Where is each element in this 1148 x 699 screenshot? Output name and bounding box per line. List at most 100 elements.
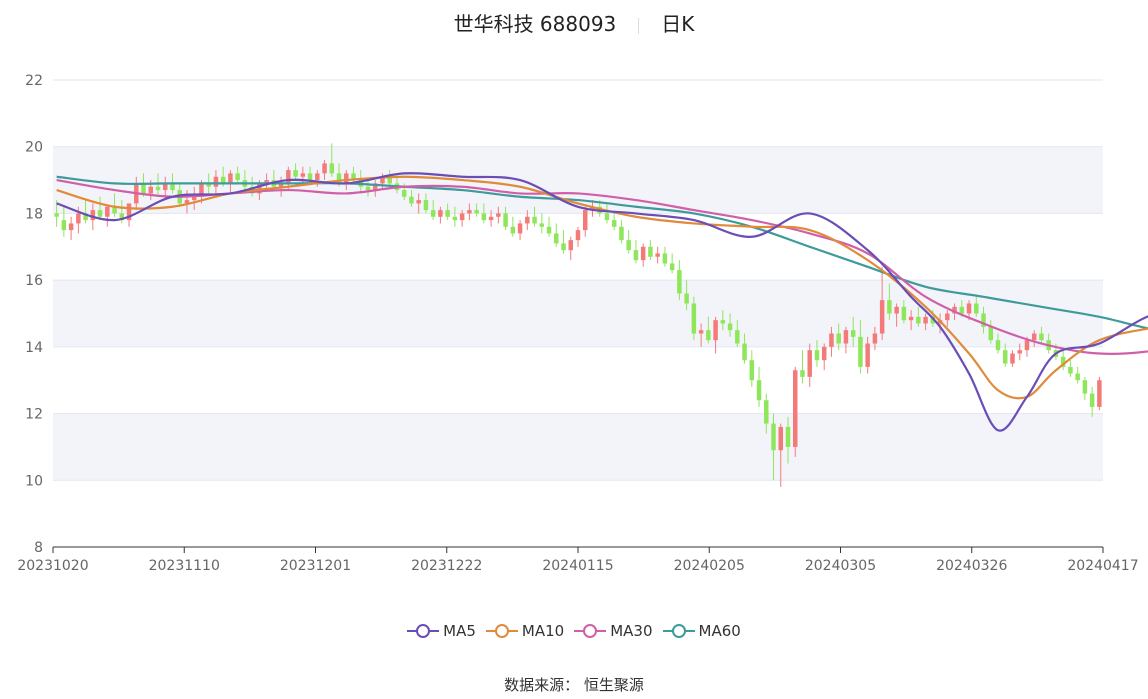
y-tick-label: 16 [25,273,43,289]
candle [648,240,653,261]
candle [901,300,907,324]
candle-body [633,250,639,261]
candle [756,366,762,407]
legend-label: MA30 [610,622,653,640]
candle-body [155,186,161,191]
period-label: 日K [661,12,695,36]
legend-item-ma5[interactable]: MA5 [407,622,476,640]
legend-item-ma30[interactable]: MA30 [574,622,653,640]
y-tick-label: 12 [25,407,43,423]
candle [778,423,784,487]
candle [836,323,841,351]
candle [923,313,928,331]
candle-body [105,206,110,217]
candle-body [691,303,697,334]
candle-body [850,330,856,337]
candle [1097,376,1102,411]
legend-item-ma60[interactable]: MA60 [662,622,741,640]
candle-body [90,210,96,221]
candle [459,210,465,227]
legend-label: MA5 [443,622,476,640]
candle-body [351,173,356,181]
x-tick-label: 20231222 [411,558,482,574]
candle [1060,350,1066,371]
candle [481,203,487,224]
candle-body [829,333,834,347]
y-tick-label: 18 [25,206,43,222]
candle-body [821,346,827,361]
candle-body [112,206,117,214]
candle-body [452,216,458,221]
candle [764,393,769,434]
candle-body [1017,350,1022,354]
candle-body [220,176,226,184]
candle-body [423,200,429,211]
x-tick-label: 20240326 [936,558,1007,574]
candle-body [706,330,711,341]
candle [546,216,552,237]
candle-body [184,200,190,204]
candle-body [1039,333,1044,341]
candle-body [1075,373,1080,381]
candle [387,170,392,187]
candle-body [162,183,168,191]
candle-body [336,173,342,184]
candle-body [735,330,740,344]
candle [539,213,545,234]
candle-body [148,186,154,194]
candle [467,203,472,221]
candle-body [286,170,291,184]
candle-body [459,213,465,221]
candle-body [720,320,726,324]
candle-body [604,213,610,221]
candle [706,316,711,344]
candle [619,220,624,244]
candle [611,213,617,231]
candle-body [554,233,559,244]
candle [264,173,269,191]
candle-body [887,300,892,314]
candle [1017,343,1022,361]
stock-name-code: 世华科技 688093 [453,12,617,36]
y-tick-label: 14 [25,340,43,356]
candle [807,343,812,387]
series-ma5-line [56,172,1148,432]
candle-body [257,183,262,194]
legend-item-ma10[interactable]: MA10 [485,622,564,640]
candle-body [1024,340,1030,351]
candle-body [416,200,421,204]
candle [155,173,161,197]
candle-body [655,253,660,257]
candle-body [713,320,718,341]
candle-body [1031,333,1037,341]
candle-body [61,220,67,231]
data-source: 数据来源： 恒生聚源 [504,676,644,694]
candle-body [749,360,755,381]
candle [532,206,537,227]
candle-body [590,206,595,211]
legend-marker-icon [407,624,440,638]
candle-body [662,253,668,264]
candle [821,343,827,371]
candle-body [800,370,805,377]
chart-title: 世华科技 688093 日K [0,8,1148,37]
candle [68,216,74,241]
candle-body [974,303,979,314]
candle [887,283,892,321]
candle [713,316,718,354]
legend-label: MA60 [698,622,741,640]
candle [61,206,67,237]
candle [568,236,574,261]
x-tick-label: 20240205 [674,558,745,574]
candle-body [677,270,682,294]
candle-body [756,380,762,401]
candle [1002,343,1008,367]
candle [191,186,197,211]
candle-body [807,350,812,377]
candle-body [264,180,269,184]
candle [474,203,479,217]
candle-body [539,223,545,227]
candle [1075,366,1080,384]
candle [792,366,798,457]
candle-body [959,306,965,314]
